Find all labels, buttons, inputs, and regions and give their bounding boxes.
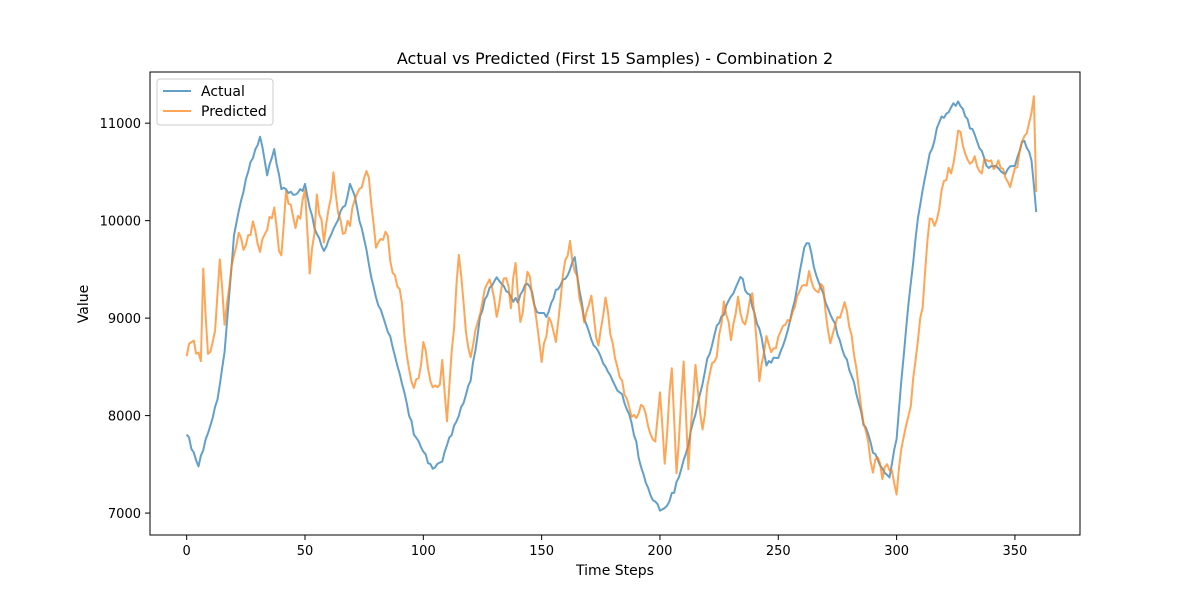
x-tick-label: 350 [1003, 544, 1028, 559]
x-tick-label: 0 [183, 544, 191, 559]
x-tick-label: 200 [648, 544, 673, 559]
x-tick-label: 300 [884, 544, 909, 559]
y-axis-label: Value [76, 285, 92, 323]
x-axis-label: Time Steps [575, 563, 654, 579]
y-tick-label: 10000 [100, 215, 141, 230]
x-tick-label: 100 [411, 544, 436, 559]
tick-layer: 0 50 100 150 200 250 300 350 7000 8000 9000 10000 11… [100, 117, 1028, 559]
y-tick-label: 8000 [108, 410, 141, 425]
legend-label-predicted: Predicted [201, 104, 267, 120]
y-tick-label: 11000 [100, 117, 141, 132]
plot-area-frame [149, 71, 1081, 536]
series-line-predicted [185, 95, 1038, 496]
chart-title: Actual vs Predicted (First 15 Samples) -… [397, 49, 833, 68]
x-tick-label: 250 [766, 544, 791, 559]
series-layer [185, 95, 1038, 512]
legend-label-actual: Actual [201, 84, 245, 100]
y-tick-label: 7000 [108, 507, 141, 522]
legend: Actual Predicted [156, 78, 274, 126]
series-line-actual [185, 100, 1038, 512]
x-tick-label: 150 [529, 544, 554, 559]
x-tick-label: 50 [297, 544, 314, 559]
y-tick-label: 9000 [108, 312, 141, 327]
